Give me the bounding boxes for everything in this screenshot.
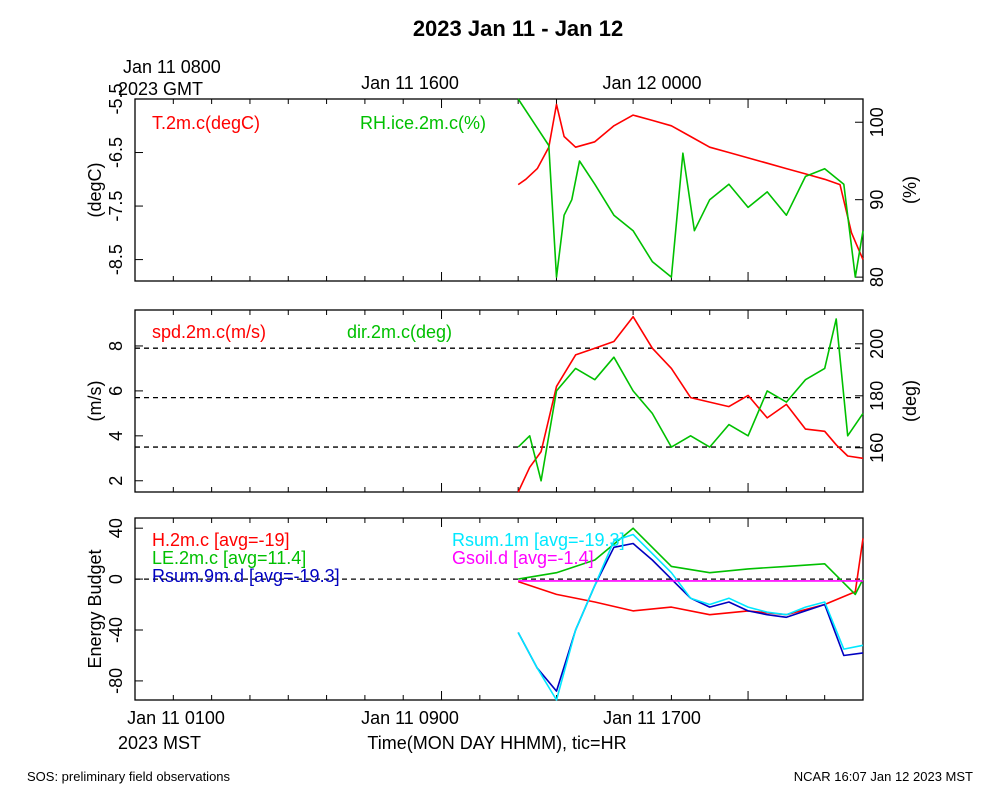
series-line-le-2m-c (518, 527, 864, 596)
footer-right: NCAR 16:07 Jan 12 2023 MST (794, 769, 973, 784)
p2-left-tick-label: 8 (106, 341, 126, 351)
bottom-tick-label-0900: Jan 11 0900 (361, 708, 459, 728)
reference-lines (135, 347, 863, 580)
series-line-t-2m-c-degc- (517, 103, 864, 260)
p1-right-tick-label: 80 (867, 267, 887, 287)
x-axis-title: Time(MON DAY HHMM), tic=HR (367, 733, 626, 753)
top-tick-label-1600: Jan 11 1600 (361, 73, 459, 93)
p2-right-tick-label: 160 (867, 433, 887, 463)
bottom-tick-label-1700: Jan 11 1700 (603, 708, 701, 728)
p2-left-axis-label: (m/s) (85, 381, 105, 422)
series-line-rsum-1m (517, 533, 864, 701)
gmt-year-label: 2023 GMT (118, 79, 203, 99)
panel-1-frame (134, 98, 864, 282)
p2-left-tick-label: 2 (106, 476, 126, 486)
footer-left: SOS: preliminary field observations (27, 769, 231, 784)
p1-left-axis-label: (degC) (85, 162, 105, 217)
panel-2-frame (134, 309, 864, 493)
p3-left-axis-label: Energy Budget (85, 549, 105, 668)
legend-le2m: LE.2m.c [avg=11.4] (152, 548, 306, 568)
mst-year-label: 2023 MST (118, 733, 201, 753)
p2-right-tick-label: 180 (867, 381, 887, 411)
p3-left-tick-label: 0 (106, 574, 126, 584)
legend-rsum9m: Rsum.9m.d [avg=-19.3] (152, 566, 340, 586)
p1-left-tick-label: -6.5 (106, 137, 126, 168)
legend-spd: spd.2m.c(m/s) (152, 322, 266, 342)
p3-left-tick-label: 40 (106, 518, 126, 538)
legend-rh-ice: RH.ice.2m.c(%) (360, 113, 486, 133)
legend-rsum1m: Rsum.1m [avg=-19.3] (452, 530, 625, 550)
p1-right-tick-label: 100 (867, 107, 887, 137)
p2-left-tick-label: 4 (106, 431, 126, 441)
p1-left-tick-label: -5.5 (106, 83, 126, 114)
p1-right-axis-label: (%) (900, 176, 920, 204)
p2-right-tick-label: 200 (867, 329, 887, 359)
bottom-tick-label-0100: Jan 11 0100 (127, 708, 225, 728)
p2-right-axis-label: (deg) (900, 380, 920, 422)
legend-dir: dir.2m.c(deg) (347, 322, 452, 342)
p1-right-tick-label: 90 (867, 190, 887, 210)
chart-title: 2023 Jan 11 - Jan 12 (413, 16, 623, 41)
top-tick-label-0000: Jan 12 0000 (602, 73, 701, 93)
p2-left-tick-label: 6 (106, 386, 126, 396)
legend-h2m: H.2m.c [avg=-19] (152, 530, 290, 550)
series-line-rh-ice-2m-c- (517, 98, 864, 278)
gmt-time-label: Jan 11 0800 (123, 57, 221, 77)
panel-3-frame (134, 517, 864, 701)
legend-t2m: T.2m.c(degC) (152, 113, 260, 133)
p3-left-tick-label: -40 (106, 617, 126, 643)
legend-gsoil: Gsoil.d [avg=-1.4] (452, 548, 594, 568)
series-lines (517, 98, 864, 701)
series-line-spd-2m-c-m-s- (517, 315, 864, 493)
p3-left-tick-label: -80 (106, 668, 126, 694)
series-line-dir-2m-c-deg- (517, 318, 864, 482)
axis-ticks (134, 98, 864, 700)
p1-left-tick-label: -8.5 (106, 244, 126, 275)
series-line-h-2m-c (517, 538, 864, 616)
p1-left-tick-label: -7.5 (106, 191, 126, 222)
